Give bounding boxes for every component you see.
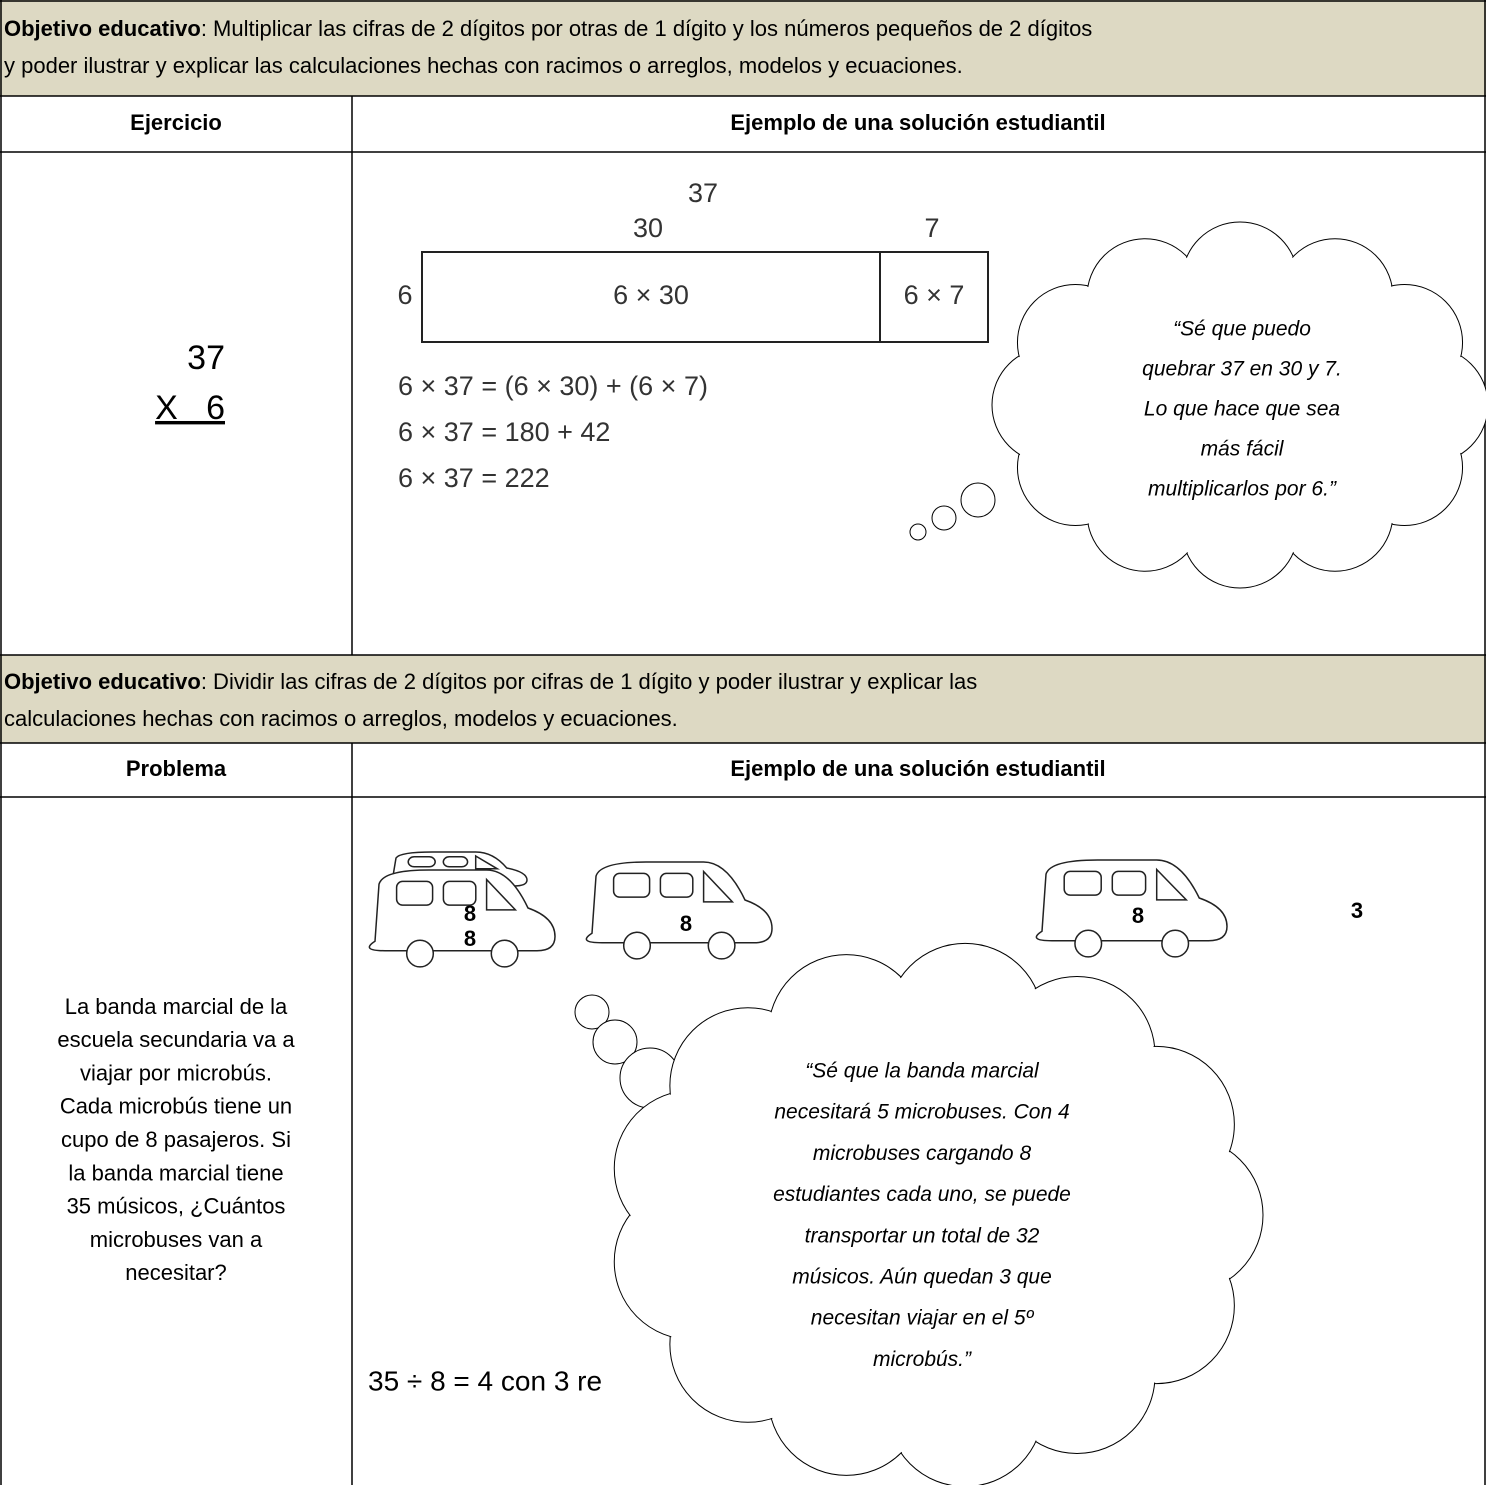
bubble-dot (574, 994, 610, 1030)
bus-window (1155, 867, 1189, 901)
bus-label: 8 (464, 901, 476, 926)
bubble-text: “Sé que puedo (1173, 318, 1311, 341)
equation: 6 × 37 = 222 (398, 463, 550, 493)
bubble-text: estudiantes cada uno, se puede (773, 1183, 1071, 1206)
problem-text: Cada microbús tiene un (60, 1094, 292, 1119)
equation: 6 × 37 = 180 + 42 (398, 417, 610, 447)
bus-wheel (490, 939, 519, 968)
diagram-cell: 6 × 7 (904, 280, 965, 310)
bubble-text: músicos. Aún quedan 3 que (792, 1266, 1052, 1289)
bubble-fill (1050, 280, 1430, 530)
bubble-fill (685, 1020, 1185, 1410)
objective-text: : Multiplicar las cifras de 2 dígitos po… (201, 16, 1092, 41)
bus-label: 8 (464, 926, 476, 951)
bus-wheel (1074, 929, 1103, 958)
column-header: Ejemplo de una solución estudiantil (730, 110, 1105, 135)
bus-window (442, 856, 469, 868)
bus-wheel (1161, 929, 1190, 958)
objective-line: Objetivo educativo: Dividir las cifras d… (4, 669, 977, 694)
objective-label: Objetivo educativo (4, 16, 201, 41)
objective-band (0, 655, 1486, 743)
problem-text: cupo de 8 pasajeros. Si (61, 1127, 291, 1152)
remainder: 3 (1351, 898, 1363, 923)
objective-line: y poder ilustrar y explicar las calculac… (4, 53, 963, 78)
bubble-text: microbuses cargando 8 (813, 1142, 1032, 1165)
bubble-text: Lo que hace que sea (1144, 398, 1340, 421)
problem-text: viajar por microbús. (80, 1060, 272, 1085)
area-model (421, 251, 989, 343)
exercise-number: 37 (187, 339, 225, 377)
bus-wheel (622, 931, 652, 960)
bus-label: 8 (1132, 903, 1144, 928)
bus-window (702, 869, 735, 903)
bubble-dot (931, 505, 957, 531)
objective-label: Objetivo educativo (4, 669, 201, 694)
diagram-label: 37 (688, 178, 718, 208)
column-header: Problema (126, 756, 227, 781)
bus-label: 8 (680, 911, 692, 936)
diagram-label: 6 (397, 280, 412, 310)
bus-window (659, 872, 694, 898)
bus-window (395, 880, 434, 906)
bus-window (1063, 870, 1102, 896)
problem-text: escuela secundaria va a (57, 1027, 295, 1052)
bubble-text: más fácil (1201, 438, 1285, 461)
diagram-label: 30 (633, 213, 663, 243)
objective-band (0, 0, 1486, 96)
exercise-number: X 6 (155, 389, 225, 427)
problem-text: necesitar? (125, 1260, 227, 1285)
bus (585, 861, 773, 960)
objective-line: Objetivo educativo: Multiplicar las cifr… (4, 16, 1092, 41)
column-header: Ejercicio (130, 110, 222, 135)
bus-window (612, 872, 651, 898)
problem-text: microbuses van a (90, 1227, 263, 1252)
bus-window (485, 877, 518, 911)
bus-window (1111, 870, 1147, 896)
problem-text: 35 músicos, ¿Cuántos (67, 1194, 286, 1219)
bus-window (407, 856, 436, 868)
thought-bubble (909, 221, 1486, 589)
diagram-cell: 6 × 30 (613, 280, 689, 310)
bus-wheel (405, 939, 435, 968)
thought-bubble (574, 942, 1264, 1485)
bubble-dot (592, 1019, 638, 1065)
bubble-text: “Sé que la banda marcial (805, 1060, 1040, 1083)
objective-text: : Dividir las cifras de 2 dígitos por ci… (201, 669, 977, 694)
bubble-text: necesitará 5 microbuses. Con 4 (774, 1101, 1069, 1124)
equation: 35 ÷ 8 = 4 con 3 re (368, 1365, 602, 1396)
bubble-dot (960, 482, 996, 518)
problem-text: La banda marcial de la (65, 994, 288, 1019)
bubble-text: multiplicarlos por 6.” (1148, 478, 1337, 501)
bubble-dot (909, 523, 927, 541)
bus-window (474, 854, 501, 870)
bus (368, 869, 556, 968)
bus-window (442, 880, 477, 906)
bubble-text: transportar un total de 32 (805, 1224, 1040, 1247)
bubble-text: microbús.” (873, 1348, 972, 1371)
bus-wheel (707, 931, 736, 960)
bubble-text: quebrar 37 en 30 y 7. (1142, 358, 1342, 381)
bus (1035, 859, 1228, 958)
problem-text: la banda marcial tiene (68, 1160, 283, 1185)
bubble-text: necesitan viajar en el 5º (811, 1307, 1035, 1330)
diagram-label: 7 (924, 213, 939, 243)
equation: 6 × 37 = (6 × 30) + (6 × 7) (398, 371, 708, 401)
column-header: Ejemplo de una solución estudiantil (730, 756, 1105, 781)
objective-line: calculaciones hechas con racimos o arreg… (4, 706, 678, 731)
